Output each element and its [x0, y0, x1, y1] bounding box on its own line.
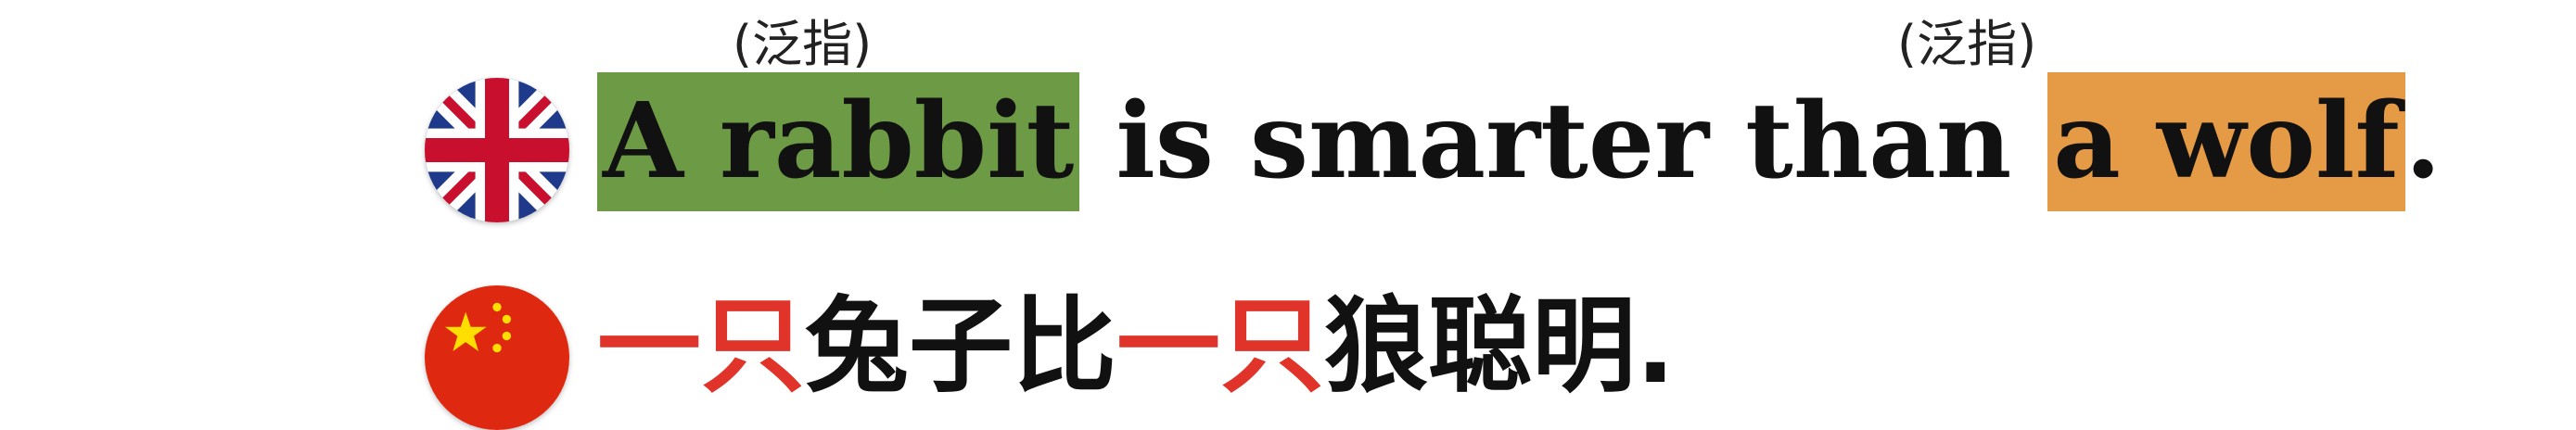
measure-word-2: 一只: [1116, 286, 1324, 407]
english-sentence: A rabbit is smarter than a wolf.: [597, 72, 2442, 211]
chinese-text-1: 兔子比: [805, 286, 1116, 407]
object-phrase-highlight: a wolf: [2047, 72, 2405, 211]
chinese-text-2: 狼聪明.: [1324, 286, 1676, 407]
measure-word-1: 一只: [597, 286, 805, 407]
china-flag-icon: [425, 285, 569, 430]
annotation-generic-subject: (泛指): [733, 15, 873, 73]
chinese-sentence: 一只兔子比一只狼聪明.: [597, 282, 1676, 411]
annotation-generic-object: (泛指): [1897, 15, 2037, 73]
subject-phrase-highlight: A rabbit: [597, 72, 1080, 211]
sentence-period: .: [2404, 81, 2442, 202]
uk-flag-icon: [425, 78, 569, 222]
sentence-middle-text: is smarter than: [1079, 81, 2048, 202]
